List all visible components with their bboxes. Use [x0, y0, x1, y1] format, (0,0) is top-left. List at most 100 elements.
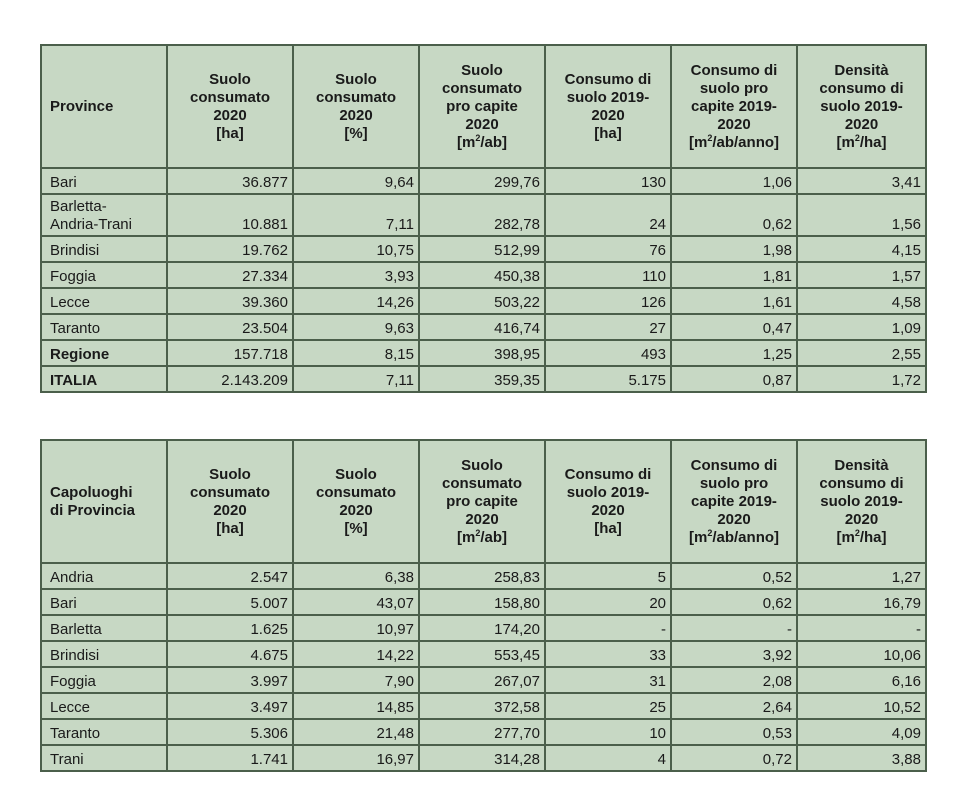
cell-value: 3,92 — [670, 640, 798, 668]
cell-value: 10 — [544, 718, 672, 746]
cell-value: 1,61 — [670, 287, 798, 315]
cell-value: 0,62 — [670, 193, 798, 237]
table-row: Bari 5.007 43,07 158,80 20 0,62 16,79 — [40, 588, 927, 616]
cell-value: 5.175 — [544, 365, 672, 393]
cell-value: 3.997 — [166, 666, 294, 694]
cell-value: 0,87 — [670, 365, 798, 393]
cell-value: 4,09 — [796, 718, 927, 746]
cell-value: 24 — [544, 193, 672, 237]
cell-name: Foggia — [40, 666, 168, 694]
cell-value: 0,72 — [670, 744, 798, 772]
column-header-consumo-ha: Consumo di suolo 2019- 2020 [ha] — [544, 44, 672, 169]
table-row-regione: Regione 157.718 8,15 398,95 493 1,25 2,5… — [40, 339, 927, 367]
cell-value: 10,06 — [796, 640, 927, 668]
cell-value: 39.360 — [166, 287, 294, 315]
table-row: Taranto 23.504 9,63 416,74 27 0,47 1,09 — [40, 313, 927, 341]
cell-value: 3,41 — [796, 167, 927, 195]
cell-value: 157.718 — [166, 339, 294, 367]
table-row: Foggia 27.334 3,93 450,38 110 1,81 1,57 — [40, 261, 927, 289]
cell-value: 1,81 — [670, 261, 798, 289]
cell-value: 130 — [544, 167, 672, 195]
cell-name: ITALIA — [40, 365, 168, 393]
cell-value: 7,90 — [292, 666, 420, 694]
cell-value: 267,07 — [418, 666, 546, 694]
cell-value: 4 — [544, 744, 672, 772]
cell-value: 14,85 — [292, 692, 420, 720]
cell-value: 158,80 — [418, 588, 546, 616]
table-row: Barletta 1.625 10,97 174,20 - - - — [40, 614, 927, 642]
table-row: Brindisi 19.762 10,75 512,99 76 1,98 4,1… — [40, 235, 927, 263]
cell-value: 9,63 — [292, 313, 420, 341]
cell-value: 512,99 — [418, 235, 546, 263]
cell-value: - — [796, 614, 927, 642]
cell-value: 1.625 — [166, 614, 294, 642]
cell-name: Taranto — [40, 313, 168, 341]
cell-value: 10,75 — [292, 235, 420, 263]
cell-value: - — [670, 614, 798, 642]
cell-value: 6,16 — [796, 666, 927, 694]
column-header-consumo-pro-capite: Consumo di suolo pro capite 2019- 2020 [m2/a… — [670, 439, 798, 564]
cell-name: Barletta — [40, 614, 168, 642]
table-row: Trani 1.741 16,97 314,28 4 0,72 3,88 — [40, 744, 927, 772]
cell-name: Trani — [40, 744, 168, 772]
cell-value: 0,47 — [670, 313, 798, 341]
cell-value: 16,79 — [796, 588, 927, 616]
table-row: Bari 36.877 9,64 299,76 130 1,06 3,41 — [40, 167, 927, 195]
column-header-pro-capite: Suolo consumato pro capite 2020 [m2/ab] — [418, 439, 546, 564]
capoluoghi-table: Capoluoghi di Provincia Suolo consumato 202… — [40, 439, 927, 772]
cell-value: 299,76 — [418, 167, 546, 195]
cell-value: 3,88 — [796, 744, 927, 772]
cell-value: 9,64 — [292, 167, 420, 195]
cell-name: Brindisi — [40, 235, 168, 263]
column-header-densita: Densità consumo di suolo 2019- 2020 [m2/ha] — [796, 439, 927, 564]
cell-value: 0,53 — [670, 718, 798, 746]
cell-value: 277,70 — [418, 718, 546, 746]
cell-value: 126 — [544, 287, 672, 315]
cell-value: 2.143.209 — [166, 365, 294, 393]
column-header-suolo-consumato-ha: Suolo consumato 2020 [ha] — [166, 44, 294, 169]
cell-name: Andria — [40, 562, 168, 590]
cell-value: 282,78 — [418, 193, 546, 237]
cell-value: 19.762 — [166, 235, 294, 263]
cell-name: Regione — [40, 339, 168, 367]
column-header-consumo-pro-capite: Consumo di suolo pro capite 2019- 2020 [m2/a… — [670, 44, 798, 169]
cell-value: 25 — [544, 692, 672, 720]
cell-value: 1,09 — [796, 313, 927, 341]
cell-value: 2.547 — [166, 562, 294, 590]
cell-value: 258,83 — [418, 562, 546, 590]
cell-value: 2,08 — [670, 666, 798, 694]
cell-value: 10,97 — [292, 614, 420, 642]
cell-value: 2,64 — [670, 692, 798, 720]
cell-value: 7,11 — [292, 365, 420, 393]
cell-value: - — [544, 614, 672, 642]
cell-value: 6,38 — [292, 562, 420, 590]
cell-value: 3.497 — [166, 692, 294, 720]
cell-value: 398,95 — [418, 339, 546, 367]
cell-value: 16,97 — [292, 744, 420, 772]
cell-name: Lecce — [40, 692, 168, 720]
table-row-italia: ITALIA 2.143.209 7,11 359,35 5.175 0,87 … — [40, 365, 927, 393]
cell-name: Lecce — [40, 287, 168, 315]
cell-value: 372,58 — [418, 692, 546, 720]
table-row: Barletta- Andria-Trani 10.881 7,11 282,78… — [40, 193, 927, 237]
cell-value: 450,38 — [418, 261, 546, 289]
cell-value: 359,35 — [418, 365, 546, 393]
column-header-pro-capite: Suolo consumato pro capite 2020 [m2/ab] — [418, 44, 546, 169]
column-header-suolo-consumato-ha: Suolo consumato 2020 [ha] — [166, 439, 294, 564]
table-header-row: Capoluoghi di Provincia Suolo consumato 202… — [40, 439, 927, 564]
cell-value: 5 — [544, 562, 672, 590]
cell-name: Taranto — [40, 718, 168, 746]
column-header-capoluoghi: Capoluoghi di Provincia — [40, 439, 168, 564]
cell-value: 14,22 — [292, 640, 420, 668]
cell-value: 1,06 — [670, 167, 798, 195]
cell-value: 76 — [544, 235, 672, 263]
cell-value: 27 — [544, 313, 672, 341]
cell-value: 21,48 — [292, 718, 420, 746]
table-row: Andria 2.547 6,38 258,83 5 0,52 1,27 — [40, 562, 927, 590]
cell-value: 503,22 — [418, 287, 546, 315]
table-row: Lecce 3.497 14,85 372,58 25 2,64 10,52 — [40, 692, 927, 720]
cell-value: 1,27 — [796, 562, 927, 590]
table-row: Brindisi 4.675 14,22 553,45 33 3,92 10,0… — [40, 640, 927, 668]
cell-name: Foggia — [40, 261, 168, 289]
cell-value: 1,57 — [796, 261, 927, 289]
